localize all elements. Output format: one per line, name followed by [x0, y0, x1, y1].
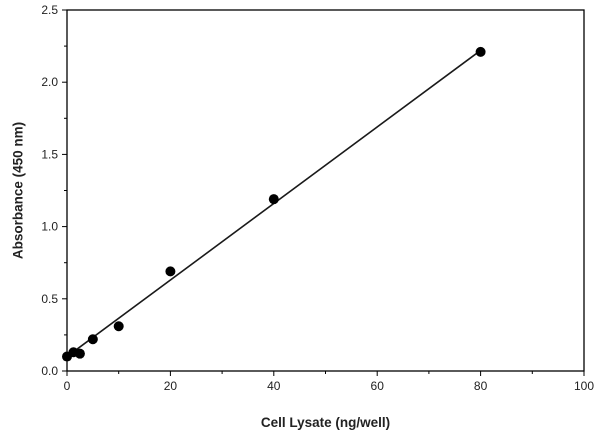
y-tick-label: 1.0 [41, 220, 58, 234]
x-tick-label: 40 [267, 379, 281, 393]
data-points [62, 46, 486, 362]
x-axis-title: Cell Lysate (ng/well) [261, 415, 390, 430]
x-tick-label: 20 [164, 379, 178, 393]
x-tick-label: 80 [474, 379, 488, 393]
x-tick-label: 60 [371, 379, 385, 393]
x-axis: 0 20 40 60 80 100 [64, 371, 594, 393]
data-point [87, 334, 98, 345]
data-point [268, 194, 279, 205]
y-tick-label: 2.5 [41, 3, 58, 17]
data-point [113, 321, 124, 332]
data-point [74, 348, 85, 359]
y-tick-label: 0.0 [41, 364, 58, 378]
y-axis-title: Absorbance (450 nm) [11, 122, 26, 259]
y-tick-label: 1.5 [41, 147, 58, 161]
x-tick-label: 0 [64, 379, 71, 393]
data-point [475, 46, 486, 57]
y-tick-label: 2.0 [41, 75, 58, 89]
data-point [165, 266, 176, 277]
plot-frame [66, 9, 585, 372]
y-axis: 0.0 0.5 1.0 1.5 2.0 2.5 [41, 3, 67, 378]
y-tick-label: 0.5 [41, 292, 58, 306]
x-tick-label: 100 [574, 379, 594, 393]
